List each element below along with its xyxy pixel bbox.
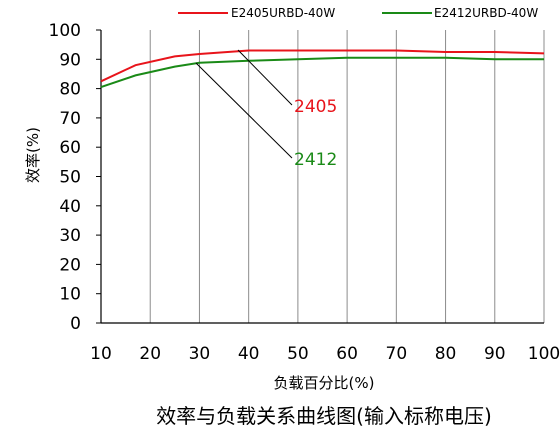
x-tick-label: 60 [336,344,358,364]
gridlines [100,30,545,323]
x-tick-label: 90 [484,344,506,364]
series-line-2412 [100,56,544,89]
y-tick-label: 100 [49,21,81,41]
y-axis-label: 效率(%) [24,127,42,183]
y-tick-label: 60 [59,138,81,158]
tick-labels: 0 10 20 30 40 50 60 70 80 90 100 10 20 30 40 50 60 70 80 90… [49,21,560,364]
annotation-label-2412: 2412 [294,150,337,170]
annotation-leader-2412 [195,62,293,159]
series-line-2405 [100,49,545,83]
legend-label: E2412URBD-40W [434,6,538,20]
y-tick-label: 90 [59,50,81,70]
y-tick-label: 0 [70,314,81,334]
x-tick-label: 80 [435,344,457,364]
annotation-leader-2405 [237,49,293,106]
annotations: 2405 2412 [195,49,337,170]
y-tick-label: 70 [59,109,81,129]
y-tick-label: 40 [59,197,81,217]
x-tick-label: 30 [189,344,211,364]
annotation-label-2405: 2405 [294,97,337,117]
y-tick-label: 30 [59,226,81,246]
axes [96,29,544,324]
x-axis-label: 负载百分比(%) [274,374,375,392]
legend: E2405URBD-40W E2412URBD-40W [178,6,538,20]
x-tick-label: 10 [90,344,112,364]
x-tick-label: 50 [287,344,309,364]
x-tick-label: 20 [139,344,161,364]
y-tick-label: 50 [59,168,81,188]
series-lines [100,49,545,89]
y-tick-label: 80 [59,80,81,100]
x-tick-label: 40 [238,344,260,364]
legend-label: E2405URBD-40W [231,6,335,20]
y-tick-label: 10 [59,285,81,305]
x-tick-label: 100 [528,344,560,364]
x-tick-label: 70 [386,344,408,364]
chart-caption: 效率与负载关系曲线图(输入标称电压) [156,404,492,428]
y-tick-label: 20 [59,255,81,275]
